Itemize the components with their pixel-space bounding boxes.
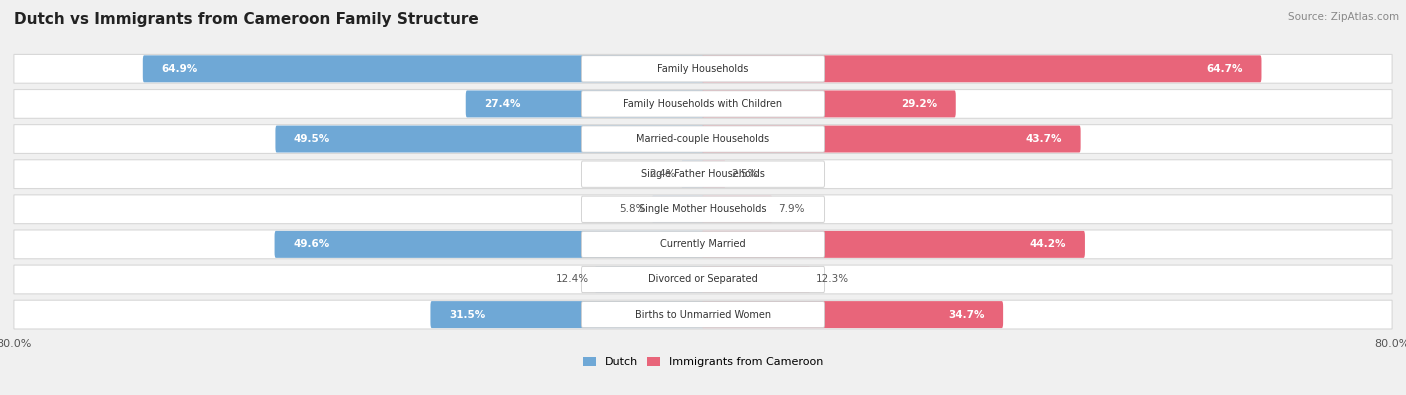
Text: Single Father Households: Single Father Households bbox=[641, 169, 765, 179]
FancyBboxPatch shape bbox=[702, 266, 810, 293]
Text: 12.3%: 12.3% bbox=[815, 275, 849, 284]
Text: Family Households with Children: Family Households with Children bbox=[623, 99, 783, 109]
Text: 64.9%: 64.9% bbox=[162, 64, 198, 74]
FancyBboxPatch shape bbox=[702, 90, 956, 117]
Text: 12.4%: 12.4% bbox=[557, 275, 589, 284]
Text: Dutch vs Immigrants from Cameroon Family Structure: Dutch vs Immigrants from Cameroon Family… bbox=[14, 12, 479, 27]
FancyBboxPatch shape bbox=[465, 90, 704, 117]
Text: 31.5%: 31.5% bbox=[449, 310, 485, 320]
FancyBboxPatch shape bbox=[14, 160, 1392, 188]
Text: Single Mother Households: Single Mother Households bbox=[640, 204, 766, 214]
Legend: Dutch, Immigrants from Cameroon: Dutch, Immigrants from Cameroon bbox=[582, 357, 824, 367]
FancyBboxPatch shape bbox=[702, 126, 1081, 152]
Text: Married-couple Households: Married-couple Households bbox=[637, 134, 769, 144]
FancyBboxPatch shape bbox=[14, 230, 1392, 259]
Text: 80.0%: 80.0% bbox=[0, 339, 32, 349]
FancyBboxPatch shape bbox=[702, 55, 1261, 82]
FancyBboxPatch shape bbox=[582, 126, 824, 152]
FancyBboxPatch shape bbox=[143, 55, 704, 82]
FancyBboxPatch shape bbox=[582, 196, 824, 222]
Text: 64.7%: 64.7% bbox=[1206, 64, 1243, 74]
FancyBboxPatch shape bbox=[582, 91, 824, 117]
FancyBboxPatch shape bbox=[702, 196, 772, 223]
FancyBboxPatch shape bbox=[702, 161, 725, 188]
Text: 44.2%: 44.2% bbox=[1031, 239, 1066, 249]
Text: 43.7%: 43.7% bbox=[1025, 134, 1062, 144]
FancyBboxPatch shape bbox=[14, 125, 1392, 153]
Text: 49.5%: 49.5% bbox=[294, 134, 330, 144]
Text: 5.8%: 5.8% bbox=[620, 204, 647, 214]
FancyBboxPatch shape bbox=[274, 231, 704, 258]
Text: 2.5%: 2.5% bbox=[731, 169, 758, 179]
Text: Source: ZipAtlas.com: Source: ZipAtlas.com bbox=[1288, 12, 1399, 22]
FancyBboxPatch shape bbox=[14, 90, 1392, 118]
Text: Divorced or Separated: Divorced or Separated bbox=[648, 275, 758, 284]
FancyBboxPatch shape bbox=[702, 301, 1002, 328]
FancyBboxPatch shape bbox=[582, 56, 824, 82]
Text: 27.4%: 27.4% bbox=[484, 99, 520, 109]
FancyBboxPatch shape bbox=[652, 196, 704, 223]
Text: 80.0%: 80.0% bbox=[1374, 339, 1406, 349]
FancyBboxPatch shape bbox=[681, 161, 704, 188]
Text: Currently Married: Currently Married bbox=[661, 239, 745, 249]
Text: 29.2%: 29.2% bbox=[901, 99, 938, 109]
FancyBboxPatch shape bbox=[14, 55, 1392, 83]
FancyBboxPatch shape bbox=[430, 301, 704, 328]
FancyBboxPatch shape bbox=[14, 195, 1392, 224]
FancyBboxPatch shape bbox=[14, 300, 1392, 329]
Text: Births to Unmarried Women: Births to Unmarried Women bbox=[636, 310, 770, 320]
FancyBboxPatch shape bbox=[595, 266, 704, 293]
FancyBboxPatch shape bbox=[276, 126, 704, 152]
Text: 34.7%: 34.7% bbox=[948, 310, 984, 320]
Text: 49.6%: 49.6% bbox=[292, 239, 329, 249]
FancyBboxPatch shape bbox=[702, 231, 1085, 258]
FancyBboxPatch shape bbox=[14, 265, 1392, 294]
Text: 7.9%: 7.9% bbox=[778, 204, 804, 214]
FancyBboxPatch shape bbox=[582, 266, 824, 293]
FancyBboxPatch shape bbox=[582, 231, 824, 258]
Text: 2.4%: 2.4% bbox=[650, 169, 675, 179]
FancyBboxPatch shape bbox=[582, 161, 824, 187]
FancyBboxPatch shape bbox=[582, 301, 824, 328]
Text: Family Households: Family Households bbox=[658, 64, 748, 74]
